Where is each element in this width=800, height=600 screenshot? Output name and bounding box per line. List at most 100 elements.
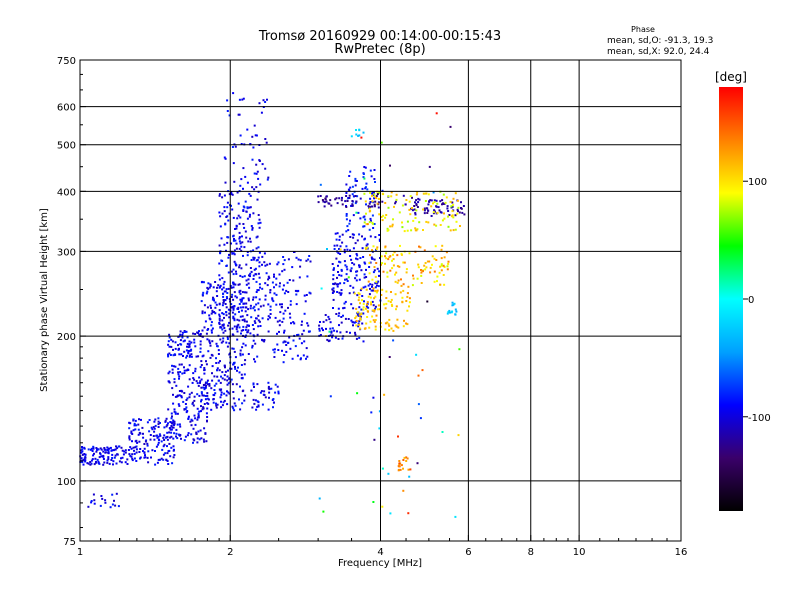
data-point <box>155 434 158 437</box>
data-point <box>180 395 183 398</box>
data-point <box>198 330 200 333</box>
data-point <box>137 428 140 431</box>
data-point <box>219 381 222 384</box>
data-point <box>334 198 337 201</box>
data-point <box>339 282 342 285</box>
data-point <box>429 266 432 269</box>
data-point <box>345 183 348 186</box>
data-point <box>322 200 325 203</box>
data-point <box>371 300 374 303</box>
data-point <box>279 282 281 285</box>
data-point <box>120 457 122 460</box>
data-point <box>421 270 424 273</box>
data-point <box>273 275 275 278</box>
data-point <box>227 256 230 259</box>
data-point <box>122 453 125 456</box>
data-point <box>333 283 336 286</box>
data-point <box>219 326 222 329</box>
data-point <box>243 320 246 323</box>
data-point <box>412 277 415 280</box>
data-point <box>193 395 196 398</box>
data-point <box>349 249 351 252</box>
data-point <box>442 264 445 267</box>
data-point <box>255 291 258 293</box>
data-point <box>146 442 149 445</box>
data-point <box>331 327 334 330</box>
data-point <box>282 284 285 287</box>
data-point <box>101 497 104 500</box>
data-point <box>284 340 287 343</box>
data-point <box>268 396 270 399</box>
data-point <box>352 236 355 239</box>
data-point <box>255 186 258 189</box>
data-point <box>258 226 261 229</box>
data-point <box>110 449 113 452</box>
data-point <box>337 338 340 340</box>
data-point <box>373 178 376 180</box>
data-point <box>106 446 109 449</box>
data-point <box>188 396 191 399</box>
data-point <box>444 201 447 204</box>
data-point <box>179 330 182 333</box>
data-point <box>167 355 170 358</box>
data-point <box>376 281 379 284</box>
data-point <box>322 320 325 323</box>
data-point <box>258 160 261 162</box>
data-point <box>362 131 365 134</box>
data-point <box>352 233 355 236</box>
data-point <box>186 397 189 400</box>
data-point <box>257 289 260 292</box>
data-point <box>449 229 452 232</box>
data-point <box>253 320 256 323</box>
data-point <box>218 317 221 320</box>
data-point <box>102 458 105 460</box>
data-point <box>280 306 283 308</box>
data-point <box>195 432 198 435</box>
data-point <box>188 364 191 367</box>
data-point <box>200 378 203 381</box>
data-point <box>200 405 202 408</box>
data-point <box>281 320 284 323</box>
data-point <box>289 347 292 350</box>
data-point <box>223 392 226 395</box>
data-point <box>240 178 243 181</box>
data-point <box>349 331 351 334</box>
data-point <box>337 264 339 267</box>
data-point <box>242 167 245 170</box>
data-point <box>257 272 260 275</box>
data-point <box>408 200 411 203</box>
data-point <box>190 391 193 394</box>
data-point <box>370 411 373 414</box>
data-point <box>228 392 231 395</box>
data-point <box>345 206 348 208</box>
data-point <box>387 323 390 326</box>
data-point <box>230 191 233 194</box>
data-point <box>170 435 173 438</box>
data-point <box>199 429 202 432</box>
data-point <box>377 206 380 209</box>
data-point <box>365 288 368 291</box>
data-point <box>80 457 83 460</box>
data-point <box>210 329 213 332</box>
data-point <box>209 344 212 347</box>
data-point <box>443 212 445 215</box>
data-point <box>402 459 405 461</box>
data-point <box>237 202 240 205</box>
data-point <box>218 315 221 318</box>
data-point <box>354 277 357 280</box>
data-point <box>389 225 392 228</box>
data-point <box>193 338 196 341</box>
data-point <box>257 214 260 216</box>
data-point <box>362 312 365 315</box>
data-point <box>121 449 124 452</box>
data-point <box>111 503 114 506</box>
data-point <box>339 248 342 251</box>
data-point <box>147 450 150 453</box>
data-point <box>162 453 165 456</box>
data-point <box>362 176 365 179</box>
data-point <box>255 247 258 250</box>
data-point <box>210 306 212 309</box>
data-point <box>176 437 179 440</box>
data-point <box>128 438 131 441</box>
data-point <box>418 198 421 201</box>
